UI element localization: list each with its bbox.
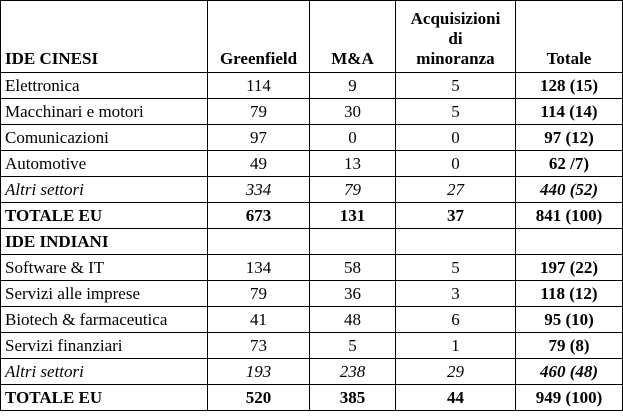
table-cell: 58 (309, 254, 396, 281)
table-row: TOTALE EU 673 131 37 841 (100) (0, 202, 623, 229)
header-cell: M&A (309, 0, 396, 73)
table-cell: 37 (395, 202, 516, 229)
table-cell: Macchinari e motori (0, 98, 208, 125)
table-cell: Biotech & farmaceutica (0, 306, 208, 333)
table-cell: 460 (48) (515, 358, 623, 385)
table-cell: TOTALE EU (0, 384, 208, 411)
table-row: Servizi finanziari 73 5 1 79 (8) (0, 332, 623, 359)
table-cell: 0 (395, 150, 516, 177)
header-cell: IDE CINESI (0, 0, 208, 73)
table-cell: Servizi alle imprese (0, 280, 208, 307)
table-cell: 73 (207, 332, 310, 359)
table-cell: 44 (395, 384, 516, 411)
table-cell: 13 (309, 150, 396, 177)
table-cell: 193 (207, 358, 310, 385)
table-cell: Altri settori (0, 358, 208, 385)
table-cell: 79 (207, 98, 310, 125)
table-cell: 114 (14) (515, 98, 623, 125)
table-cell: Software & IT (0, 254, 208, 281)
table-cell: 95 (10) (515, 306, 623, 333)
table-row: Altri settori 193 238 29 460 (48) (0, 358, 623, 385)
table-cell: 134 (207, 254, 310, 281)
table-cell (515, 228, 623, 255)
table-row: Automotive 49 13 0 62 /7) (0, 150, 623, 177)
table-cell: 9 (309, 72, 396, 99)
table-cell: Altri settori (0, 176, 208, 203)
table-cell: 79 (8) (515, 332, 623, 359)
table-cell: 949 (100) (515, 384, 623, 411)
table-cell: 5 (395, 72, 516, 99)
table-cell: 673 (207, 202, 310, 229)
table-cell: 238 (309, 358, 396, 385)
table-cell: 440 (52) (515, 176, 623, 203)
table-cell: 131 (309, 202, 396, 229)
table-cell: 30 (309, 98, 396, 125)
header-line: di (448, 29, 463, 48)
table-cell: 79 (207, 280, 310, 307)
header-cell: Greenfield (207, 0, 310, 73)
table-cell: 118 (12) (515, 280, 623, 307)
table-cell: Comunicazioni (0, 124, 208, 151)
header-line: Acquisizioni (410, 9, 501, 28)
header-row: IDE CINESI Greenfield M&A Acquisizioni di min… (0, 0, 623, 73)
table-cell: 0 (309, 124, 396, 151)
table-row: Macchinari e motori 79 30 5 114 (14) (0, 98, 623, 125)
table-row: Altri settori 334 79 27 440 (52) (0, 176, 623, 203)
table-cell: 6 (395, 306, 516, 333)
table-cell: TOTALE EU (0, 202, 208, 229)
table-cell: 97 (207, 124, 310, 151)
table-cell: 385 (309, 384, 396, 411)
table-cell (207, 228, 310, 255)
table-cell: 79 (309, 176, 396, 203)
table-row: Biotech & farmaceutica 41 48 6 95 (10) (0, 306, 623, 333)
table-cell: 114 (207, 72, 310, 99)
table-cell: 49 (207, 150, 310, 177)
table-cell: 27 (395, 176, 516, 203)
table-cell: 36 (309, 280, 396, 307)
table-cell (309, 228, 396, 255)
table-cell: 520 (207, 384, 310, 411)
table-cell: IDE INDIANI (0, 228, 208, 255)
table-cell: 62 /7) (515, 150, 623, 177)
table-cell: 29 (395, 358, 516, 385)
table-cell: 841 (100) (515, 202, 623, 229)
table-cell: 0 (395, 124, 516, 151)
table-cell: 197 (22) (515, 254, 623, 281)
header-cell: Acquisizioni di minoranza (395, 0, 516, 73)
table-row: Servizi alle imprese 79 36 3 118 (12) (0, 280, 623, 307)
table-row: Comunicazioni 97 0 0 97 (12) (0, 124, 623, 151)
table-cell: 48 (309, 306, 396, 333)
table-cell: Automotive (0, 150, 208, 177)
table-row: Elettronica 114 9 5 128 (15) (0, 72, 623, 99)
table-cell (395, 228, 516, 255)
table-row: TOTALE EU 520 385 44 949 (100) (0, 384, 623, 411)
table-cell: 128 (15) (515, 72, 623, 99)
table-cell: 41 (207, 306, 310, 333)
table-cell: 97 (12) (515, 124, 623, 151)
table-cell: Elettronica (0, 72, 208, 99)
table-row: IDE INDIANI (0, 228, 623, 255)
table-cell: 5 (309, 332, 396, 359)
table-cell: 334 (207, 176, 310, 203)
table-row: Software & IT 134 58 5 197 (22) (0, 254, 623, 281)
table-cell: Servizi finanziari (0, 332, 208, 359)
table-cell: 5 (395, 254, 516, 281)
header-cell: Totale (515, 0, 623, 73)
table-cell: 1 (395, 332, 516, 359)
table-cell: 5 (395, 98, 516, 125)
table-cell: 3 (395, 280, 516, 307)
header-line: minoranza (416, 49, 495, 68)
